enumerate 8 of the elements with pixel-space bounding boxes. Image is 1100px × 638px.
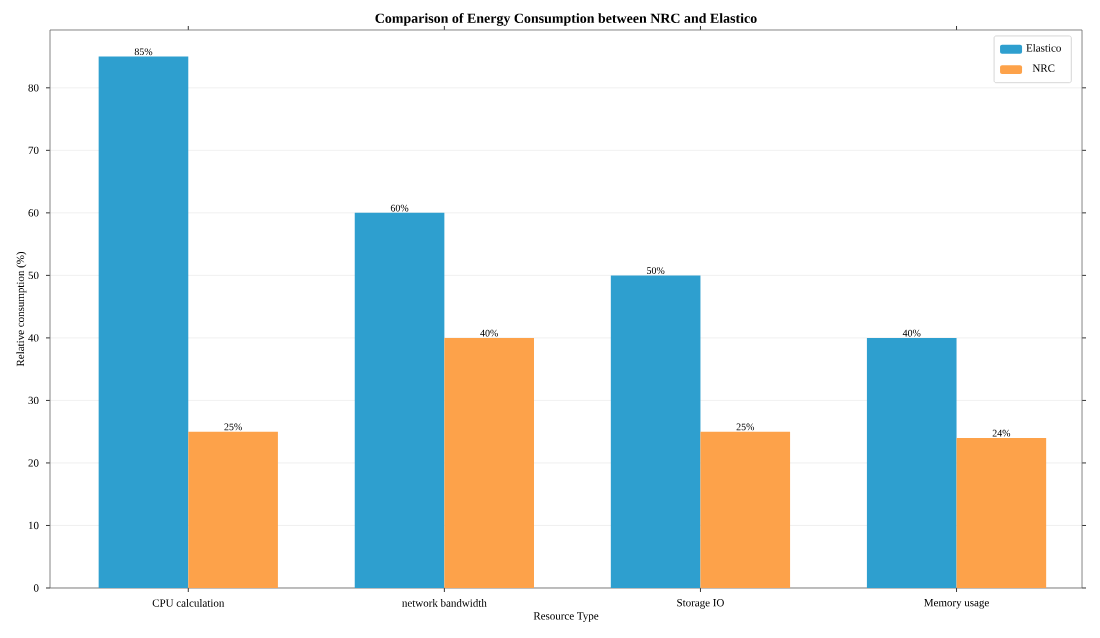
bar [700,431,791,588]
bar [866,337,957,588]
bar [610,275,701,588]
bar [98,56,189,588]
bar [188,431,278,588]
bar [956,437,1047,588]
bar [444,337,534,588]
bar [354,212,445,588]
